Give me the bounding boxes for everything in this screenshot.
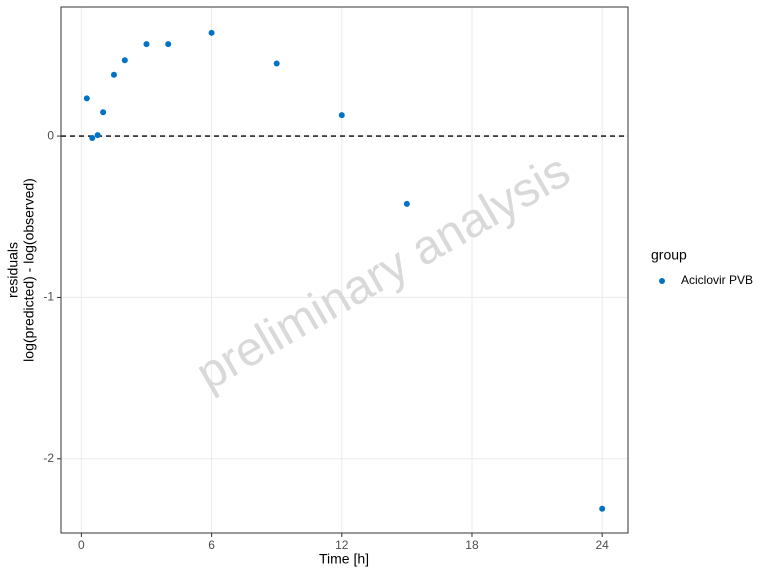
point <box>403 200 410 207</box>
y-axis-title: residuals <box>5 242 21 298</box>
point <box>94 132 101 139</box>
x-tick-label: 24 <box>595 538 609 552</box>
x-tick-label: 6 <box>208 538 215 552</box>
point <box>121 57 128 64</box>
legend-label: Aciclovir PVB <box>681 273 753 287</box>
panel-border <box>60 6 629 534</box>
point <box>208 29 215 36</box>
point <box>110 71 117 78</box>
x-tick-label: 12 <box>335 538 349 552</box>
point <box>273 60 280 67</box>
point <box>89 135 96 142</box>
x-axis-title: Time [h] <box>319 551 369 567</box>
y-axis-title: log(predicted) - log(observed) <box>21 178 37 362</box>
legend-title: group <box>651 247 687 263</box>
point <box>338 112 345 119</box>
x-tick-label: 0 <box>78 538 85 552</box>
y-tick-label: -2 <box>43 451 54 465</box>
legend-marker <box>659 278 665 284</box>
y-tick-label: 0 <box>47 128 54 142</box>
x-tick-label: 18 <box>465 538 479 552</box>
point <box>143 41 150 48</box>
watermark: preliminary analysis <box>187 144 579 401</box>
point <box>83 95 90 102</box>
y-tick-label: -1 <box>43 290 54 304</box>
point <box>165 41 172 48</box>
point <box>599 505 606 512</box>
point <box>100 109 107 116</box>
